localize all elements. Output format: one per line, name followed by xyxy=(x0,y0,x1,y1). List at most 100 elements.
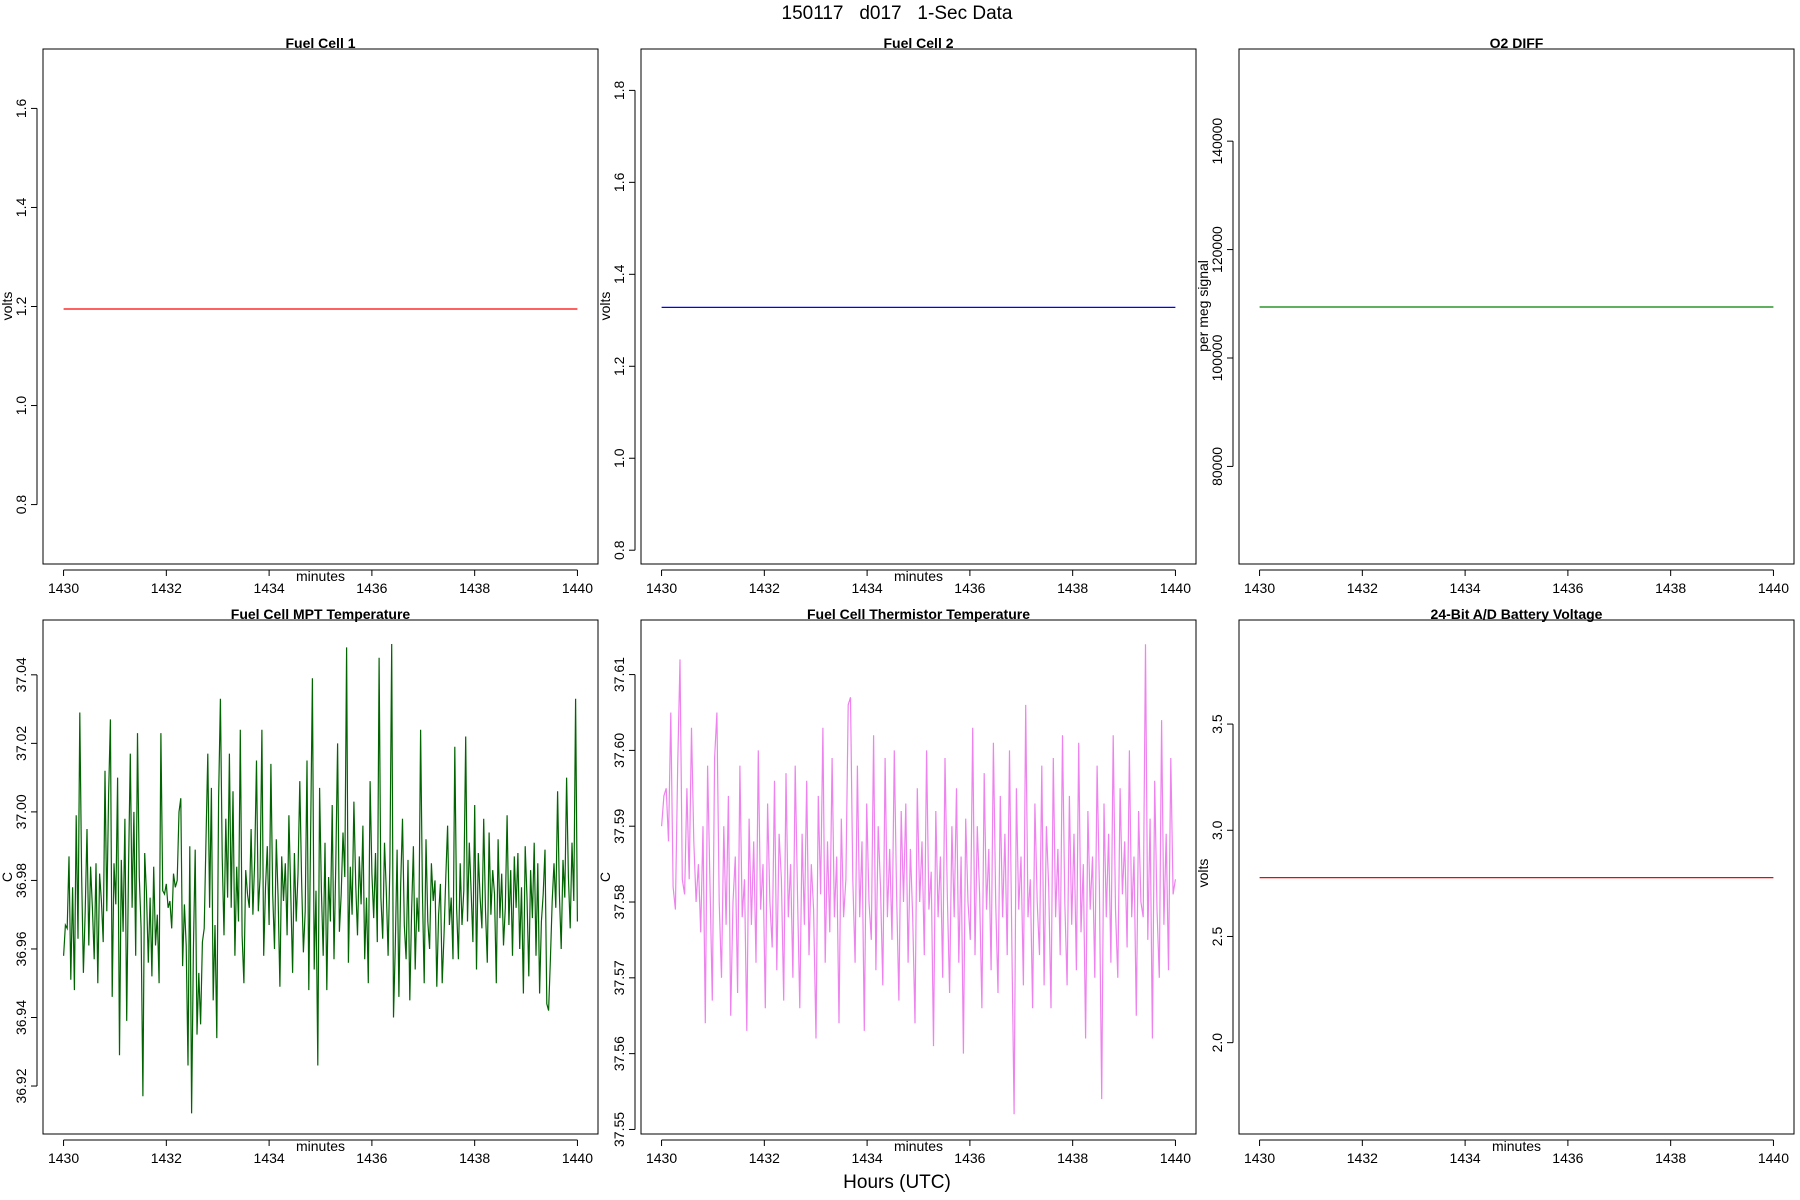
plot-frame xyxy=(42,619,599,1135)
y-tick-label: 37.55 xyxy=(611,1112,627,1147)
x-tick-label: 1436 xyxy=(356,1150,387,1166)
y-tick-label: 1.6 xyxy=(13,98,29,118)
x-tick-label: 1434 xyxy=(1450,580,1481,596)
x-tick-label: 1436 xyxy=(1552,1150,1583,1166)
x-tick-label: 1430 xyxy=(1244,1150,1275,1166)
x-tick-label: 1440 xyxy=(562,580,593,596)
x-tick-label: 1430 xyxy=(646,580,677,596)
x-axis-label: minutes xyxy=(296,568,345,584)
plot-frame xyxy=(640,48,1197,565)
y-tick-label: 120000 xyxy=(1209,226,1225,273)
chart-panel-4: Fuel Cell MPT Temperature 1430 1432 1434 143… xyxy=(0,606,599,1166)
panel-title: Fuel Cell MPT Temperature xyxy=(231,606,411,622)
x-tick-label: 1438 xyxy=(459,580,490,596)
plot-frame xyxy=(1238,619,1795,1135)
y-tick-label: 1.2 xyxy=(611,356,627,376)
figure-title: 150117 d017 1-Sec Data xyxy=(782,3,1013,24)
x-tick-label: 1438 xyxy=(1655,1150,1686,1166)
y-tick-label: 140000 xyxy=(1209,118,1225,165)
x-tick-label: 1432 xyxy=(151,1150,182,1166)
chart-panel-2: Fuel Cell 2 1430 1432 1434 1436 1438 1440 minut… xyxy=(597,35,1197,596)
x-tick-label: 1432 xyxy=(1347,580,1378,596)
y-axis-label: volts xyxy=(0,292,15,321)
x-tick-label: 1440 xyxy=(1758,1150,1789,1166)
x-tick-label: 1440 xyxy=(1758,580,1789,596)
figure-bottom-label: Hours (UTC) xyxy=(843,1172,951,1193)
y-tick-label: 1.4 xyxy=(13,198,29,218)
y-tick-label: 80000 xyxy=(1209,447,1225,486)
series-line-1 xyxy=(661,644,1176,1115)
y-tick-label: 36.98 xyxy=(13,863,29,898)
x-tick-label: 1432 xyxy=(749,1150,780,1166)
x-tick-label: 1438 xyxy=(459,1150,490,1166)
panel-title: Fuel Cell 2 xyxy=(883,35,953,51)
x-tick-label: 1438 xyxy=(1057,1150,1088,1166)
series-line-1 xyxy=(63,643,579,1114)
chart-panel-1: Fuel Cell 1 1430 1432 1434 1436 1438 1440 minut… xyxy=(0,35,599,596)
plot-frame xyxy=(42,48,599,565)
y-tick-label: 1.6 xyxy=(611,172,627,192)
x-tick-label: 1432 xyxy=(151,580,182,596)
y-tick-label: 36.96 xyxy=(13,931,29,966)
x-tick-label: 1440 xyxy=(562,1150,593,1166)
panel-title: Fuel Cell Thermistor Temperature xyxy=(807,606,1030,622)
x-tick-label: 1430 xyxy=(48,580,79,596)
y-tick-label: 1.4 xyxy=(611,264,627,284)
x-tick-label: 1434 xyxy=(1450,1150,1481,1166)
x-tick-label: 1436 xyxy=(954,1150,985,1166)
x-tick-label: 1432 xyxy=(1347,1150,1378,1166)
x-tick-label: 1438 xyxy=(1655,580,1686,596)
x-tick-label: 1430 xyxy=(1244,580,1275,596)
y-axis-label: per meg signal xyxy=(1195,260,1211,352)
y-axis-label: volts xyxy=(1195,859,1211,888)
y-tick-label: 0.8 xyxy=(611,540,627,560)
y-tick-label: 1.8 xyxy=(611,80,627,100)
y-tick-label: 37.57 xyxy=(611,960,627,995)
x-tick-label: 1432 xyxy=(749,580,780,596)
x-tick-label: 1434 xyxy=(254,580,285,596)
y-tick-label: 37.02 xyxy=(13,726,29,761)
chart-panels: Fuel Cell 1 1430 1432 1434 1436 1438 1440 minut… xyxy=(0,35,1795,1166)
x-tick-label: 1434 xyxy=(852,1150,883,1166)
y-tick-label: 3.5 xyxy=(1209,714,1225,734)
plot-frame xyxy=(1238,48,1795,565)
panel-title: 24-Bit A/D Battery Voltage xyxy=(1431,606,1603,622)
y-tick-label: 37.00 xyxy=(13,794,29,829)
y-tick-label: 1.0 xyxy=(611,448,627,468)
chart-panel-3: O2 DIFF 1430 1432 1434 1436 1438 1440 80000 1000… xyxy=(1195,35,1795,596)
x-axis-label: minutes xyxy=(1492,1138,1541,1154)
x-tick-label: 1436 xyxy=(1552,580,1583,596)
y-tick-label: 37.59 xyxy=(611,808,627,843)
plot-frame xyxy=(640,619,1197,1135)
x-tick-label: 1440 xyxy=(1160,1150,1191,1166)
x-tick-label: 1436 xyxy=(356,580,387,596)
chart-panel-6: 24-Bit A/D Battery Voltage 1430 1432 1434 14… xyxy=(1195,606,1795,1166)
chart-panel-5: Fuel Cell Thermistor Temperature 1430 1432… xyxy=(597,606,1197,1166)
y-axis-label: C xyxy=(0,872,15,882)
x-tick-label: 1434 xyxy=(254,1150,285,1166)
x-axis-label: minutes xyxy=(296,1138,345,1154)
x-tick-label: 1440 xyxy=(1160,580,1191,596)
x-axis-label: minutes xyxy=(894,1138,943,1154)
y-tick-label: 37.60 xyxy=(611,733,627,768)
y-tick-label: 1.0 xyxy=(13,396,29,416)
panel-title: Fuel Cell 1 xyxy=(285,35,355,51)
y-tick-label: 37.56 xyxy=(611,1036,627,1071)
y-tick-label: 2.0 xyxy=(1209,1033,1225,1053)
x-tick-label: 1438 xyxy=(1057,580,1088,596)
y-tick-label: 3.0 xyxy=(1209,820,1225,840)
y-tick-label: 2.5 xyxy=(1209,927,1225,947)
x-tick-label: 1436 xyxy=(954,580,985,596)
y-tick-label: 36.92 xyxy=(13,1068,29,1103)
x-tick-label: 1430 xyxy=(48,1150,79,1166)
x-axis-label: minutes xyxy=(894,568,943,584)
y-tick-label: 37.04 xyxy=(13,657,29,692)
y-tick-label: 37.58 xyxy=(611,884,627,919)
y-tick-label: 1.2 xyxy=(13,297,29,317)
y-tick-label: 100000 xyxy=(1209,334,1225,381)
y-axis-label: C xyxy=(597,872,613,882)
panel-title: O2 DIFF xyxy=(1490,35,1544,51)
y-axis-label: volts xyxy=(597,292,613,321)
y-tick-label: 37.61 xyxy=(611,657,627,692)
